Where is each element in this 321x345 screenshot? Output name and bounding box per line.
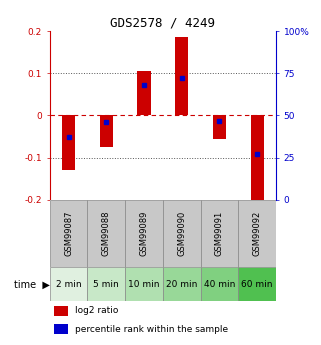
Bar xyxy=(125,200,163,267)
Bar xyxy=(54,324,68,334)
Bar xyxy=(62,116,75,170)
Bar xyxy=(87,200,125,267)
Bar xyxy=(100,116,113,147)
Text: GSM99091: GSM99091 xyxy=(215,211,224,256)
Text: time  ▶: time ▶ xyxy=(14,279,50,289)
Bar xyxy=(137,71,151,116)
Text: 60 min: 60 min xyxy=(241,280,273,289)
Text: GSM99090: GSM99090 xyxy=(177,211,186,256)
Text: GSM99087: GSM99087 xyxy=(64,211,73,256)
Bar xyxy=(54,306,68,316)
Bar xyxy=(125,267,163,301)
Text: 40 min: 40 min xyxy=(204,280,235,289)
Text: 2 min: 2 min xyxy=(56,280,82,289)
Title: GDS2578 / 4249: GDS2578 / 4249 xyxy=(110,17,215,30)
Text: GSM99092: GSM99092 xyxy=(253,211,262,256)
Bar xyxy=(163,267,201,301)
Bar xyxy=(50,267,87,301)
Bar xyxy=(238,267,276,301)
Text: 10 min: 10 min xyxy=(128,280,160,289)
Text: 5 min: 5 min xyxy=(93,280,119,289)
Bar xyxy=(50,200,87,267)
Bar xyxy=(87,267,125,301)
Bar xyxy=(251,116,264,202)
Bar xyxy=(201,267,238,301)
Bar xyxy=(201,200,238,267)
Text: log2 ratio: log2 ratio xyxy=(75,306,118,315)
Bar xyxy=(163,200,201,267)
Text: 20 min: 20 min xyxy=(166,280,197,289)
Bar xyxy=(238,200,276,267)
Text: GSM99088: GSM99088 xyxy=(102,211,111,256)
Text: GSM99089: GSM99089 xyxy=(140,211,149,256)
Bar xyxy=(213,116,226,139)
Bar xyxy=(175,37,188,116)
Text: percentile rank within the sample: percentile rank within the sample xyxy=(75,325,228,334)
